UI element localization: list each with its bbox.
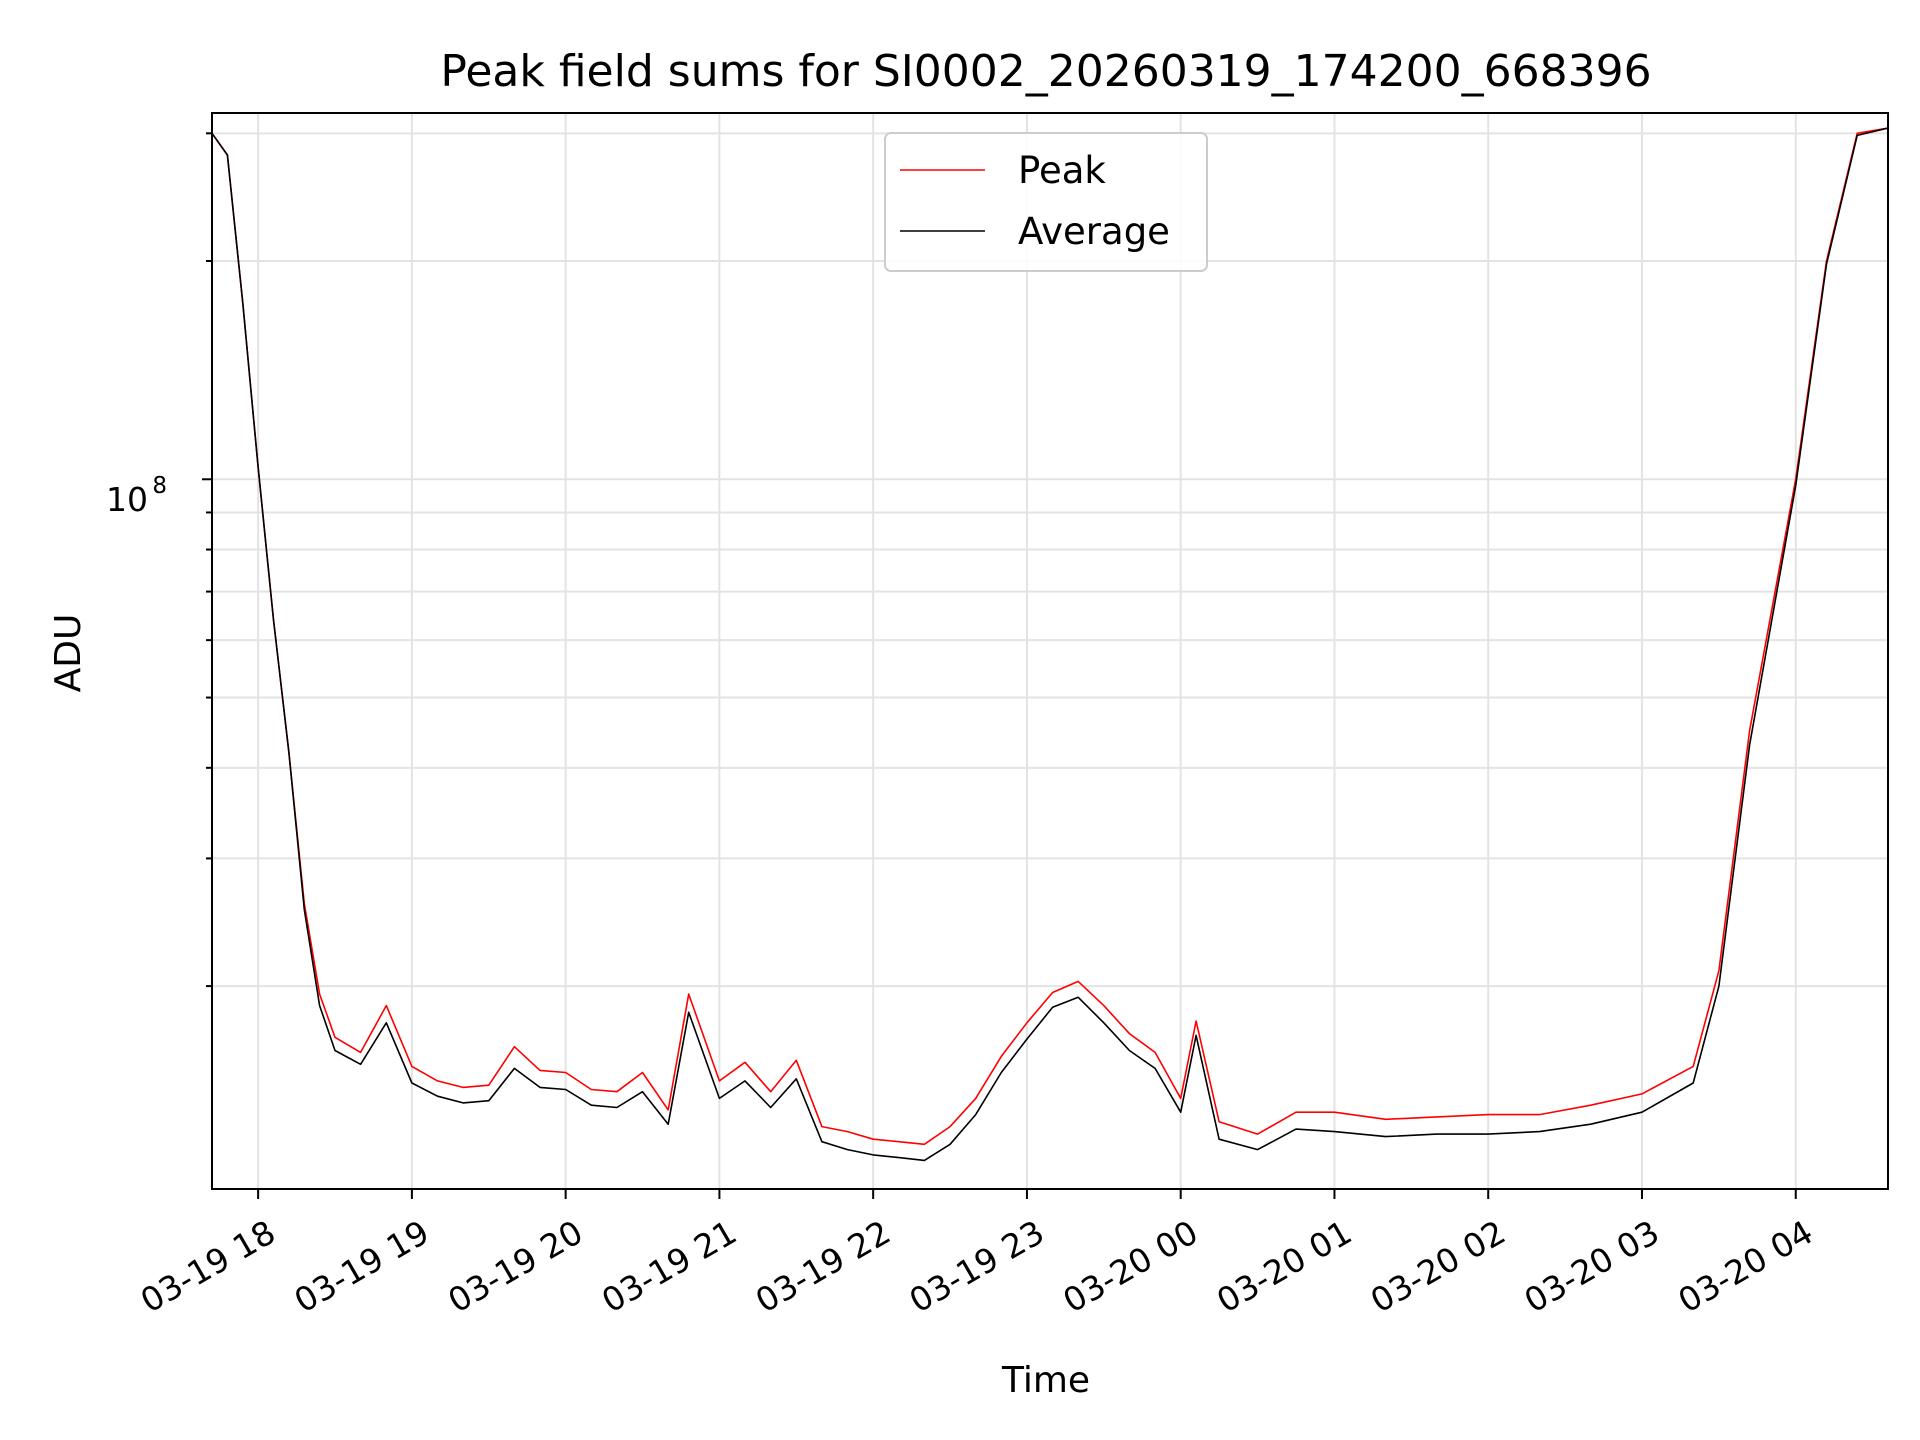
y-axis-label: ADU [48,614,89,693]
chart-title: Peak field sums for SI0002_20260319_1742… [440,46,1651,97]
legend-box [884,132,1208,272]
series-line-average [211,127,1889,1162]
legend-label-peak: Peak [1018,149,1106,192]
x-axis-label: Time [1001,1360,1090,1401]
legend: Peak Average [884,132,1208,272]
plot-frame [211,112,1889,1190]
legend-label-average: Average [1018,210,1170,253]
series-lines [211,127,1889,1162]
y-tick-label-exponent: 8 [152,473,167,499]
y-major-tick-label: 10 8 [106,473,167,519]
y-tick-label-mantissa: 10 [106,480,148,519]
series-line-peak [211,127,1889,1146]
